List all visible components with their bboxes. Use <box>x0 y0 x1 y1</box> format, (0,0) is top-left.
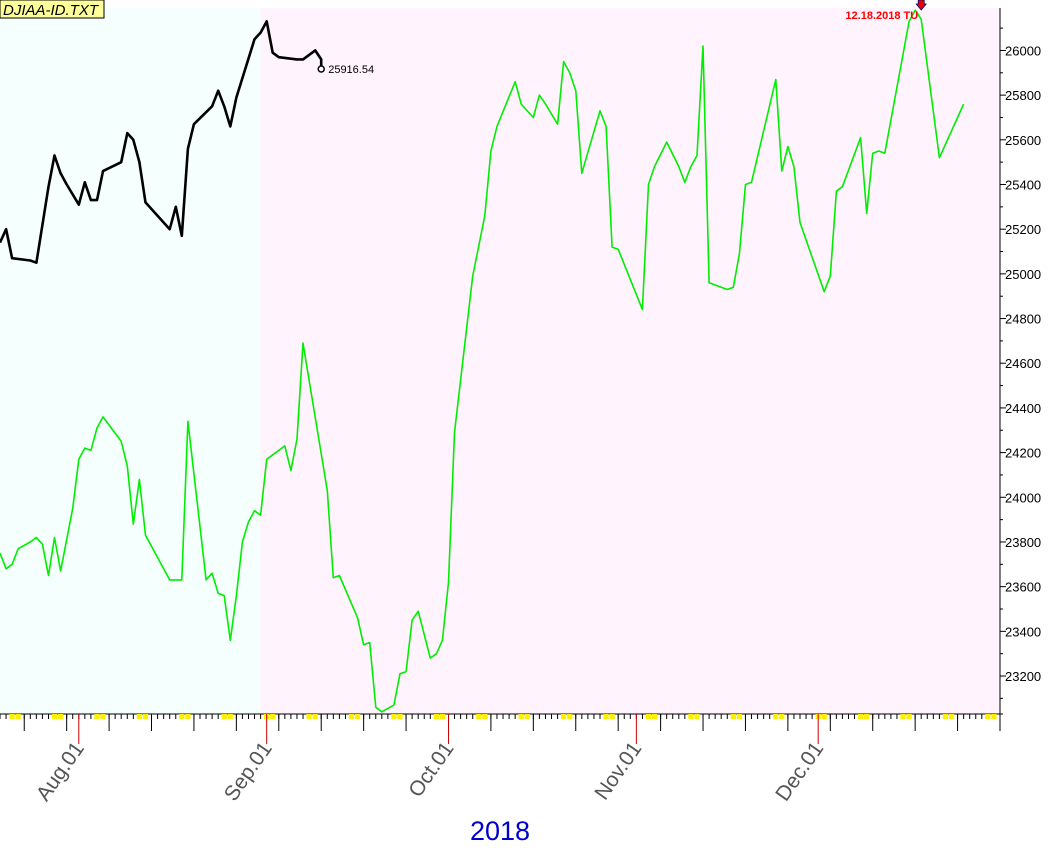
y-axis: 23200 23400 23600 23800 24000 24200 24400 24600… <box>999 8 1041 714</box>
x-tick-label: Sep.01 <box>220 738 277 806</box>
weekend-marker <box>179 714 185 719</box>
marker-date-label: 12.18.2018 TU <box>845 10 918 22</box>
weekend-marker <box>397 714 403 719</box>
y-tick-label: 25600 <box>1005 133 1041 148</box>
x-tick-label: Aug.01 <box>32 738 89 806</box>
y-tick-label: 25800 <box>1005 88 1041 103</box>
weekend-marker <box>58 714 64 719</box>
weekend-marker <box>821 714 827 719</box>
x-axis: Aug.01 Sep.01 Oct.01 Nov.01 Dec.01 <box>0 713 1003 806</box>
y-tick-label: 23200 <box>1005 669 1041 684</box>
weekend-marker <box>688 714 694 719</box>
weekend-marker <box>227 714 233 719</box>
weekend-marker <box>348 714 355 719</box>
y-tick-label: 24400 <box>1005 401 1041 416</box>
plot-lines <box>0 9 965 713</box>
weekend-marker <box>142 714 149 719</box>
weekend-marker <box>694 714 700 719</box>
weekend-marker <box>900 714 906 719</box>
weekend-marker <box>354 714 361 719</box>
y-tick-label: 25200 <box>1005 222 1041 237</box>
chart-title: DJIAA-ID.TXT <box>3 2 100 19</box>
weekend-marker <box>518 714 524 719</box>
weekend-marker <box>439 714 446 719</box>
projection-region <box>0 8 261 714</box>
weekend-marker <box>985 714 991 719</box>
y-tick-label: 23400 <box>1005 624 1041 639</box>
title-box: DJIAA-ID.TXT <box>0 0 105 19</box>
weekend-marker <box>270 714 276 719</box>
weekend-marker <box>858 714 864 719</box>
weekend-marker <box>942 714 949 719</box>
y-tick-label: 24200 <box>1005 446 1041 461</box>
weekend-marker <box>185 714 191 719</box>
weekend-marker <box>391 714 397 719</box>
last-value-annotation: 25916.54 <box>317 64 374 76</box>
actual-series-line <box>0 20 323 265</box>
y-tick-label: 25400 <box>1005 178 1041 193</box>
x-tick-label: Dec.01 <box>771 738 828 806</box>
weekend-marker <box>51 714 58 719</box>
weekend-marker <box>433 714 439 719</box>
weekend-marker <box>609 714 615 719</box>
weekend-marker <box>736 714 742 719</box>
y-tick-label: 24800 <box>1005 312 1041 327</box>
title-box-bg <box>0 0 105 19</box>
weekend-marker <box>991 714 997 719</box>
weekend-marker <box>9 714 15 719</box>
last-value-dot <box>317 65 325 73</box>
weekend-marker <box>651 714 658 719</box>
y-tick-label: 23800 <box>1005 535 1041 550</box>
y-tick-label: 23600 <box>1005 580 1041 595</box>
weekend-marker <box>476 714 482 719</box>
y-tick-label: 24000 <box>1005 490 1041 505</box>
weekend-marker <box>221 714 227 719</box>
date-marker: 12.18.2018 TU <box>845 0 928 22</box>
weekend-marker <box>730 714 736 719</box>
weekend-marker <box>948 714 955 719</box>
weekend-marker <box>906 714 912 719</box>
weekend-marker <box>15 714 21 719</box>
weekend-marker <box>773 714 779 719</box>
weekend-marker <box>524 714 530 719</box>
weekend-marker <box>779 714 785 719</box>
weekend-marker <box>482 714 488 719</box>
weekend-marker <box>312 714 318 719</box>
weekend-marker <box>306 714 312 719</box>
x-tick-label: Oct.01 <box>404 738 458 802</box>
weekend-marker <box>100 714 106 719</box>
weekend-marker <box>603 714 609 719</box>
last-value-label: 25916.54 <box>328 64 374 76</box>
plot-backgrounds <box>0 8 1000 714</box>
weekend-marker <box>864 714 870 719</box>
actual-region <box>260 8 1000 714</box>
weekend-marker <box>645 714 652 719</box>
x-tick-label: Nov.01 <box>590 738 646 804</box>
projection-series-line <box>0 9 965 713</box>
year-label: 2018 <box>470 816 530 846</box>
y-tick-label: 26000 <box>1005 43 1041 58</box>
down-arrow-icon <box>915 0 928 11</box>
weekend-marker <box>567 714 573 719</box>
y-tick-label: 24600 <box>1005 356 1041 371</box>
weekend-marker <box>136 714 142 719</box>
weekend-marker <box>94 714 100 719</box>
weekend-marker <box>561 714 567 719</box>
y-tick-label: 25000 <box>1005 267 1041 282</box>
